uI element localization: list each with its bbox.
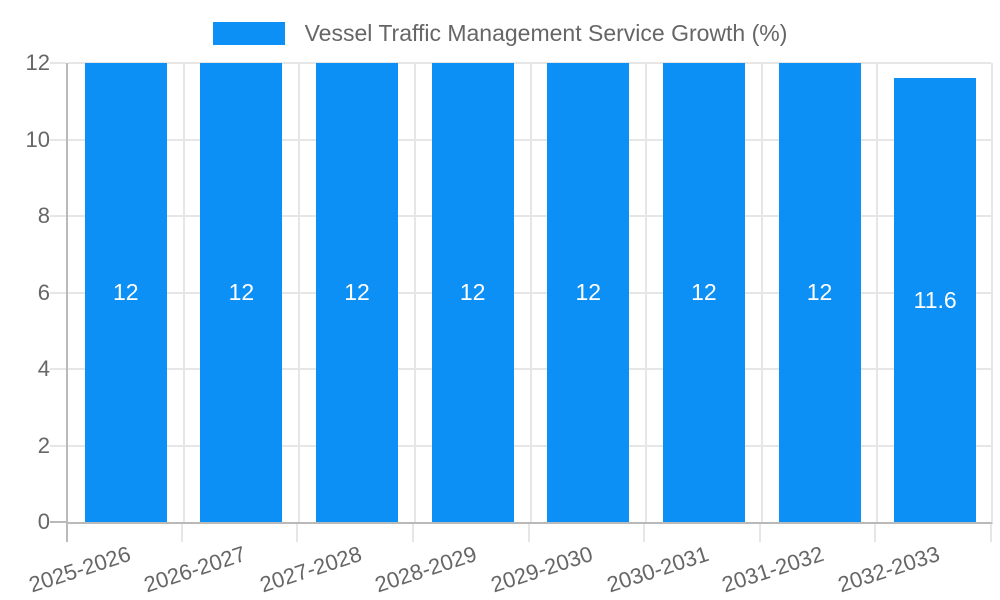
bar-value-label: 12 bbox=[228, 279, 255, 305]
y-axis-tick bbox=[50, 444, 66, 447]
y-axis-label: 10 bbox=[25, 126, 50, 152]
y-axis-tick bbox=[50, 62, 66, 64]
x-axis-label: 2026-2027 bbox=[141, 541, 249, 598]
y-axis-tick bbox=[50, 138, 66, 141]
x-axis-label: 2030-2031 bbox=[603, 541, 712, 598]
bar-value-label: 12 bbox=[459, 279, 486, 305]
y-axis-tick bbox=[50, 215, 66, 217]
y-axis-label: 0 bbox=[37, 509, 50, 534]
gridline-vertical bbox=[298, 63, 301, 522]
bar-value-label: 12 bbox=[806, 279, 833, 305]
x-axis-tick bbox=[527, 524, 530, 542]
bar-value-label: 12 bbox=[113, 279, 139, 305]
x-axis-label: 2027-2028 bbox=[256, 541, 365, 598]
bar[interactable]: 12 bbox=[316, 63, 399, 522]
gridline-vertical bbox=[876, 63, 879, 522]
y-axis-tick bbox=[50, 521, 66, 523]
bar[interactable]: 12 bbox=[547, 63, 630, 522]
plot-area: 12 12 12 12 12 12 12 11.6 bbox=[66, 62, 993, 524]
x-axis-tick bbox=[990, 524, 992, 542]
x-axis-tick bbox=[411, 524, 414, 542]
gridline-vertical bbox=[645, 63, 648, 522]
bar[interactable]: 12 bbox=[778, 63, 861, 522]
gridline-vertical bbox=[529, 63, 532, 522]
x-axis-label: 2029-2030 bbox=[487, 541, 596, 598]
y-axis-tick bbox=[50, 368, 66, 370]
bar[interactable]: 11.6 bbox=[894, 78, 977, 522]
bar[interactable]: 12 bbox=[662, 63, 745, 522]
gridline-vertical bbox=[760, 63, 763, 522]
x-axis-tick bbox=[874, 524, 877, 542]
x-axis-tick bbox=[296, 524, 299, 542]
gridline-vertical bbox=[413, 63, 416, 522]
legend[interactable]: Vessel Traffic Management Service Growth… bbox=[0, 18, 1000, 48]
bar[interactable]: 12 bbox=[431, 63, 514, 522]
x-axis-tick bbox=[758, 524, 761, 542]
y-axis-label: 12 bbox=[25, 50, 50, 75]
legend-swatch bbox=[212, 21, 285, 45]
bar[interactable]: 12 bbox=[84, 63, 167, 522]
y-axis-label: 8 bbox=[37, 203, 50, 228]
bar[interactable]: 12 bbox=[200, 63, 283, 522]
x-axis-label: 2032-2033 bbox=[834, 541, 943, 598]
legend-label: Vessel Traffic Management Service Growth… bbox=[304, 19, 788, 46]
bar-value-label: 12 bbox=[344, 279, 370, 305]
x-axis-label: 2028-2029 bbox=[372, 541, 481, 598]
bar-value-label: 11.6 bbox=[913, 286, 957, 313]
y-axis-label: 6 bbox=[37, 279, 50, 305]
gridline-vertical bbox=[182, 63, 185, 522]
x-axis-tick bbox=[643, 524, 646, 542]
bar-value-label: 12 bbox=[691, 279, 717, 305]
x-axis-label: 2025-2026 bbox=[25, 541, 134, 598]
bar-value-label: 12 bbox=[575, 279, 602, 305]
y-axis-label: 2 bbox=[37, 432, 50, 458]
x-axis-tick bbox=[180, 524, 183, 542]
y-axis-label: 4 bbox=[37, 356, 50, 381]
x-axis-tick bbox=[66, 524, 68, 542]
x-axis-label: 2031-2032 bbox=[719, 541, 827, 598]
y-axis-tick bbox=[50, 291, 66, 294]
